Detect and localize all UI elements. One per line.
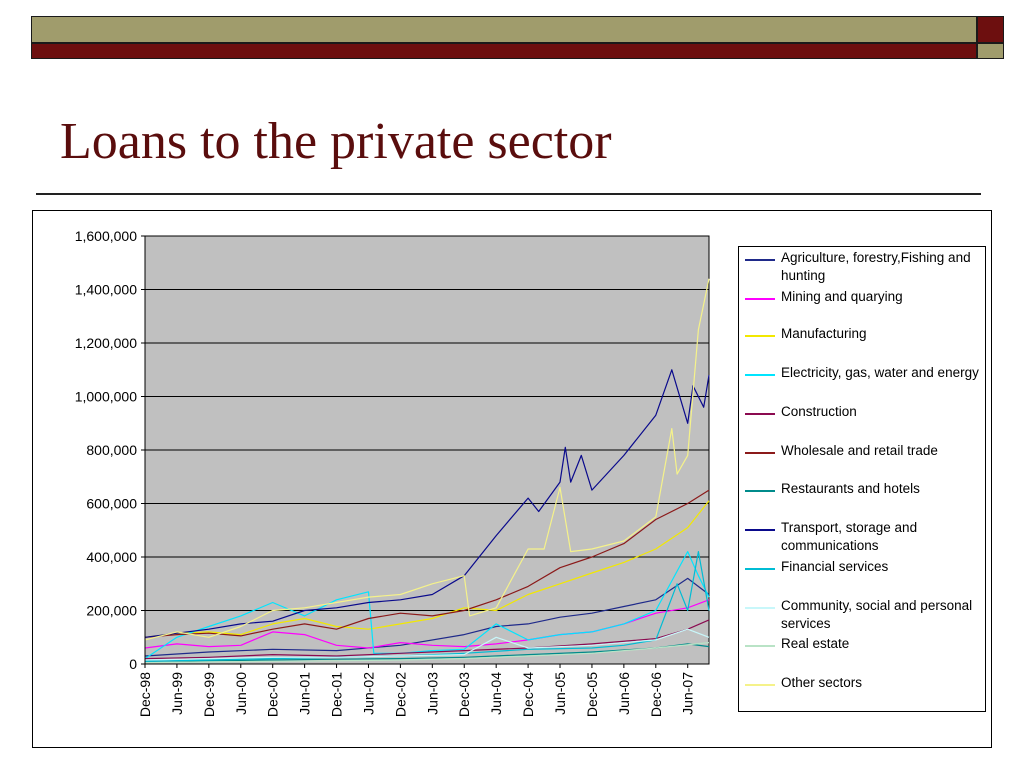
x-tick-label: Jun-07 — [680, 672, 696, 715]
legend-label: Mining and quarying — [781, 289, 903, 304]
gridlines — [145, 235, 709, 611]
series-lines — [144, 278, 710, 664]
x-tick-label: Jun-01 — [297, 672, 313, 715]
x-tick-label: Jun-02 — [360, 672, 376, 715]
legend-swatch — [745, 645, 775, 647]
legend-swatch — [745, 259, 775, 261]
series-line — [144, 577, 710, 657]
x-tick-label: Jun-00 — [233, 672, 249, 715]
x-tick-label: Dec-06 — [648, 672, 664, 717]
legend-label: Other sectors — [781, 675, 863, 690]
x-tick-label: Jun-04 — [488, 672, 504, 715]
x-tick-label: Dec-02 — [392, 672, 408, 717]
legend-swatch — [745, 607, 775, 609]
series-line — [144, 369, 710, 638]
y-tick-label: 0 — [129, 656, 137, 672]
legend-swatch — [745, 335, 775, 337]
series-line — [144, 278, 710, 641]
y-tick-label: 1,200,000 — [75, 335, 137, 351]
series-line — [144, 628, 710, 661]
y-tick-label: 600,000 — [86, 496, 137, 512]
slide-title: Loans to the private sector — [60, 113, 612, 170]
series-line — [144, 550, 710, 662]
x-tick-label: Dec-99 — [201, 672, 217, 717]
x-tick-label: Jun-03 — [424, 672, 440, 715]
legend-swatch — [745, 568, 775, 570]
legend-swatch — [745, 374, 775, 376]
legend-label: Real estate — [781, 636, 850, 651]
x-tick-label: Dec-03 — [456, 672, 472, 717]
legend-swatch — [745, 413, 775, 415]
legend-label: Restaurants and hotels — [781, 481, 920, 496]
legend-swatch — [745, 298, 775, 300]
series-line — [144, 619, 710, 660]
header-band-olive — [31, 16, 977, 43]
x-tick-label: Dec-01 — [329, 672, 345, 717]
legend-label: Wholesale and retail trade — [781, 443, 938, 458]
legend-label: Transport, storage and communications — [781, 520, 918, 553]
y-tick-label: 800,000 — [86, 442, 137, 458]
legend-swatch — [745, 684, 775, 686]
series-line — [144, 550, 710, 660]
header-square-olive — [977, 43, 1004, 59]
x-tick-label: Dec-98 — [137, 672, 153, 717]
x-tick-label: Jun-05 — [552, 672, 568, 715]
series-line — [144, 489, 710, 638]
legend-swatch — [745, 452, 775, 454]
header-band-maroon — [31, 43, 977, 59]
title-underline — [36, 193, 981, 195]
y-tick-label: 400,000 — [86, 549, 137, 565]
series-line — [144, 642, 710, 664]
x-tick-label: Jun-06 — [616, 672, 632, 715]
legend-swatch — [745, 529, 775, 531]
legend-label: Financial services — [781, 559, 889, 574]
legend-swatch — [745, 490, 775, 492]
x-tick-label: Dec-00 — [265, 672, 281, 717]
x-tick-label: Jun-99 — [169, 672, 185, 715]
legend-label: Community, social and personal services — [781, 598, 973, 631]
legend-label: Electricity, gas, water and energy — [781, 365, 979, 380]
header-square-maroon — [977, 16, 1004, 43]
y-tick-label: 1,600,000 — [75, 228, 137, 244]
x-axis-ticks: Dec-98 Jun-99 Dec-99 Jun-00 Dec-00 Jun-01 Dec-… — [137, 664, 696, 717]
legend-label: Agriculture, forestry,Fishing and huntin… — [781, 250, 971, 283]
y-tick-label: 1,000,000 — [75, 389, 137, 405]
series-line — [144, 500, 710, 638]
legend-label: Manufacturing — [781, 326, 867, 341]
x-tick-label: Dec-04 — [520, 672, 536, 717]
y-tick-label: 1,400,000 — [75, 282, 137, 298]
chart-legend: Agriculture, forestry,Fishing and huntin… — [738, 246, 986, 712]
y-axis-ticks: 0 200,000 400,000 600,000 800,000 1,000,000 1,… — [75, 228, 145, 672]
legend-label: Construction — [781, 404, 857, 419]
y-tick-label: 200,000 — [86, 603, 137, 619]
x-tick-label: Dec-05 — [584, 672, 600, 717]
